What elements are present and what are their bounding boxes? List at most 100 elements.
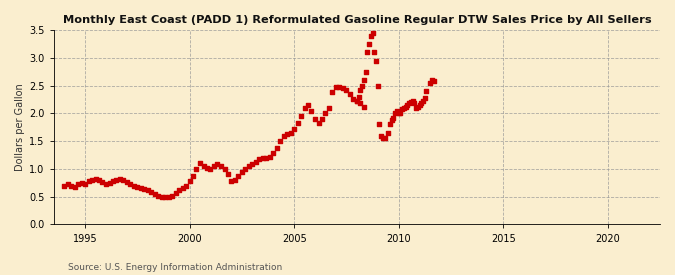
Point xyxy=(400,104,411,109)
Point xyxy=(285,131,296,135)
Point xyxy=(358,104,369,109)
Point xyxy=(188,173,198,178)
Point xyxy=(160,194,171,199)
Point xyxy=(412,104,423,109)
Point xyxy=(146,190,157,194)
Point xyxy=(376,133,387,138)
Point xyxy=(302,103,313,107)
Point xyxy=(142,188,153,192)
Point xyxy=(173,188,184,192)
Point xyxy=(409,101,420,106)
Point xyxy=(97,180,108,185)
Point xyxy=(355,88,366,92)
Title: Monthly East Coast (PADD 1) Reformulated Gasoline Regular DTW Sales Price by All: Monthly East Coast (PADD 1) Reformulated… xyxy=(63,15,651,25)
Point xyxy=(111,178,122,182)
Point xyxy=(107,179,118,183)
Point xyxy=(149,192,160,197)
Point xyxy=(83,179,94,183)
Point xyxy=(402,103,413,107)
Point xyxy=(344,92,355,96)
Point xyxy=(209,164,219,168)
Point xyxy=(369,50,379,54)
Point xyxy=(338,86,348,90)
Point xyxy=(407,99,418,103)
Point xyxy=(59,183,70,188)
Point xyxy=(115,177,126,181)
Point xyxy=(323,106,334,110)
Point xyxy=(364,42,375,46)
Point xyxy=(244,164,254,168)
Point xyxy=(268,151,279,156)
Point xyxy=(65,183,76,188)
Point xyxy=(181,183,192,188)
Point xyxy=(416,101,427,106)
Point xyxy=(122,180,132,185)
Point xyxy=(388,116,399,120)
Point xyxy=(334,84,345,89)
Point xyxy=(139,187,150,191)
Point xyxy=(383,131,394,135)
Point xyxy=(178,186,188,191)
Point xyxy=(219,167,230,171)
Point xyxy=(356,83,367,88)
Point xyxy=(136,186,146,190)
Point xyxy=(230,178,240,182)
Y-axis label: Dollars per Gallon: Dollars per Gallon xyxy=(15,83,25,171)
Point xyxy=(348,97,358,102)
Point xyxy=(313,121,324,125)
Point xyxy=(418,99,429,103)
Point xyxy=(385,122,396,127)
Point xyxy=(247,162,258,167)
Point xyxy=(250,160,261,164)
Point xyxy=(184,179,195,183)
Point xyxy=(428,79,439,83)
Point xyxy=(358,78,369,82)
Point xyxy=(254,157,265,161)
Point xyxy=(352,99,362,103)
Point xyxy=(62,182,73,187)
Point xyxy=(327,90,338,94)
Point xyxy=(371,58,381,63)
Point xyxy=(289,127,300,131)
Point xyxy=(128,183,139,188)
Point xyxy=(373,83,383,88)
Point xyxy=(386,118,397,122)
Point xyxy=(261,156,272,160)
Point xyxy=(240,167,251,171)
Point xyxy=(419,95,430,100)
Point xyxy=(406,100,416,104)
Point xyxy=(296,114,306,118)
Point xyxy=(236,169,247,174)
Point xyxy=(362,50,373,54)
Point xyxy=(398,106,409,110)
Point xyxy=(414,103,425,107)
Point xyxy=(310,117,321,121)
Point xyxy=(191,167,202,171)
Point xyxy=(205,167,216,171)
Point xyxy=(377,136,388,141)
Point xyxy=(392,108,402,113)
Point xyxy=(73,182,84,187)
Point xyxy=(132,185,142,189)
Point xyxy=(170,191,181,196)
Point xyxy=(360,69,371,74)
Point xyxy=(198,164,209,168)
Point xyxy=(157,194,167,199)
Point xyxy=(233,173,244,178)
Point xyxy=(202,166,213,170)
Point xyxy=(282,132,293,137)
Point xyxy=(118,178,129,182)
Point xyxy=(365,33,376,38)
Point xyxy=(299,106,310,110)
Text: Source: U.S. Energy Information Administration: Source: U.S. Energy Information Administ… xyxy=(68,263,281,272)
Point xyxy=(278,133,289,138)
Point xyxy=(374,122,385,127)
Point xyxy=(101,182,111,187)
Point xyxy=(352,99,362,103)
Point xyxy=(331,84,342,89)
Point xyxy=(404,101,414,106)
Point xyxy=(94,178,105,182)
Point xyxy=(292,121,303,125)
Point xyxy=(90,177,101,181)
Point xyxy=(153,193,163,198)
